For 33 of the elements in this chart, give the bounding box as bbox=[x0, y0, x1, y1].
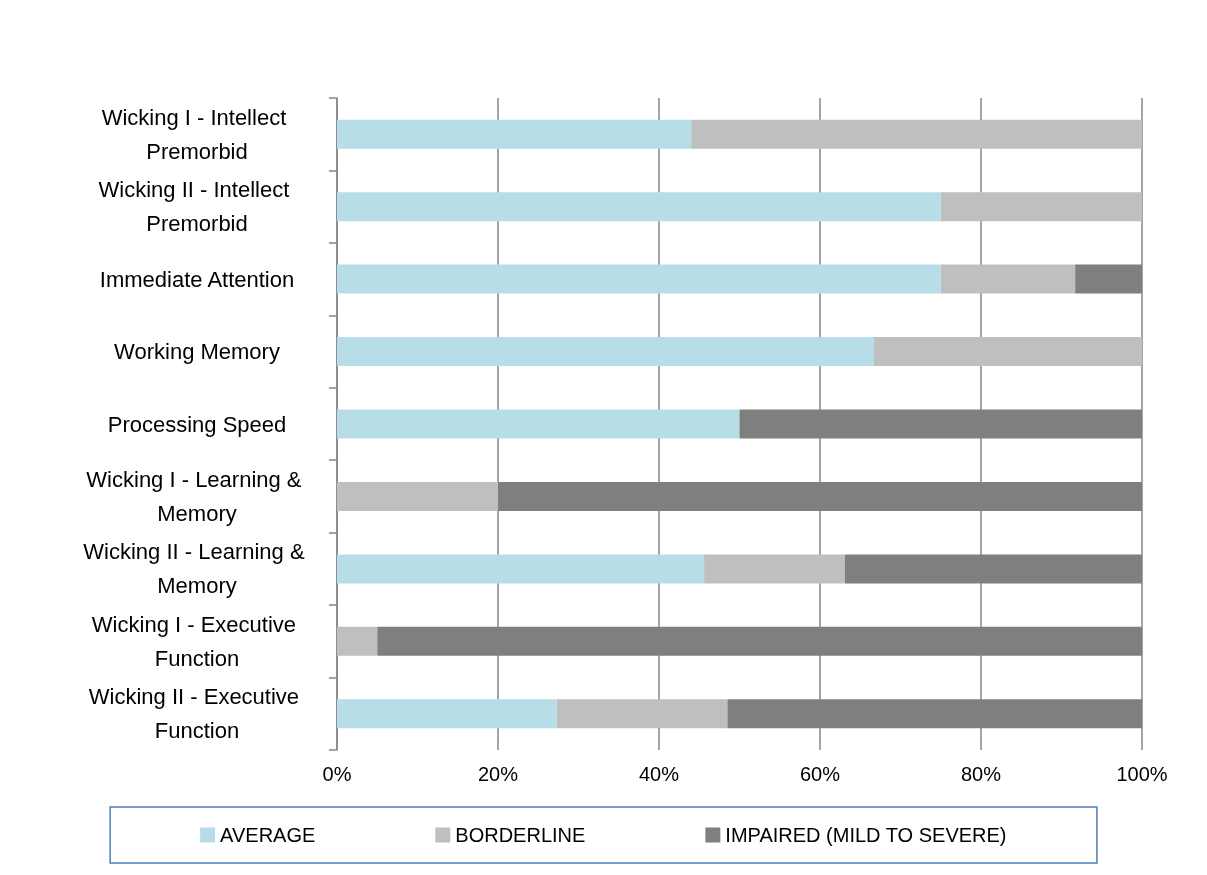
y-tick-label: Wicking II - Intellect Premorbid bbox=[98, 177, 296, 237]
bar bbox=[940, 192, 1142, 222]
y-tick-label: Wicking II - Learning & Memory bbox=[83, 539, 311, 599]
y-tick-label: Working Memory bbox=[114, 339, 280, 365]
bar bbox=[337, 626, 378, 656]
bar bbox=[873, 337, 1142, 367]
bar bbox=[337, 409, 740, 439]
bar bbox=[337, 264, 941, 294]
bar bbox=[691, 119, 1142, 149]
bar bbox=[337, 192, 941, 222]
y-tick-label: Wicking I - Learning & Memory bbox=[86, 466, 308, 526]
y-tick-label: Wicking I - Intellect Premorbid bbox=[101, 104, 293, 164]
x-tick-label: 100% bbox=[1116, 763, 1168, 785]
bar bbox=[337, 699, 557, 729]
y-tick-label: Processing Speed bbox=[107, 411, 287, 437]
y-tick-label: Immediate Attention bbox=[99, 266, 295, 292]
bar bbox=[940, 264, 1076, 294]
x-tick-label: 60% bbox=[799, 763, 841, 785]
bar bbox=[704, 554, 845, 584]
x-tick-label: 40% bbox=[638, 763, 680, 785]
bar bbox=[337, 481, 498, 511]
bar bbox=[556, 699, 728, 729]
x-tick-label: 20% bbox=[477, 763, 519, 785]
bar bbox=[337, 337, 874, 367]
bar bbox=[337, 554, 705, 584]
y-tick-label: Wicking I - Executive Function bbox=[91, 611, 303, 671]
legend-label: AVERAGE bbox=[220, 824, 316, 846]
legend-label: IMPAIRED (MILD TO SEVERE) bbox=[725, 824, 1007, 846]
legend-label: BORDERLINE bbox=[455, 824, 586, 846]
y-tick-label: Wicking II - Executive Function bbox=[88, 684, 306, 744]
x-tick-label: 80% bbox=[960, 763, 1002, 785]
bar bbox=[337, 119, 692, 149]
x-tick-label: 0% bbox=[322, 763, 352, 785]
